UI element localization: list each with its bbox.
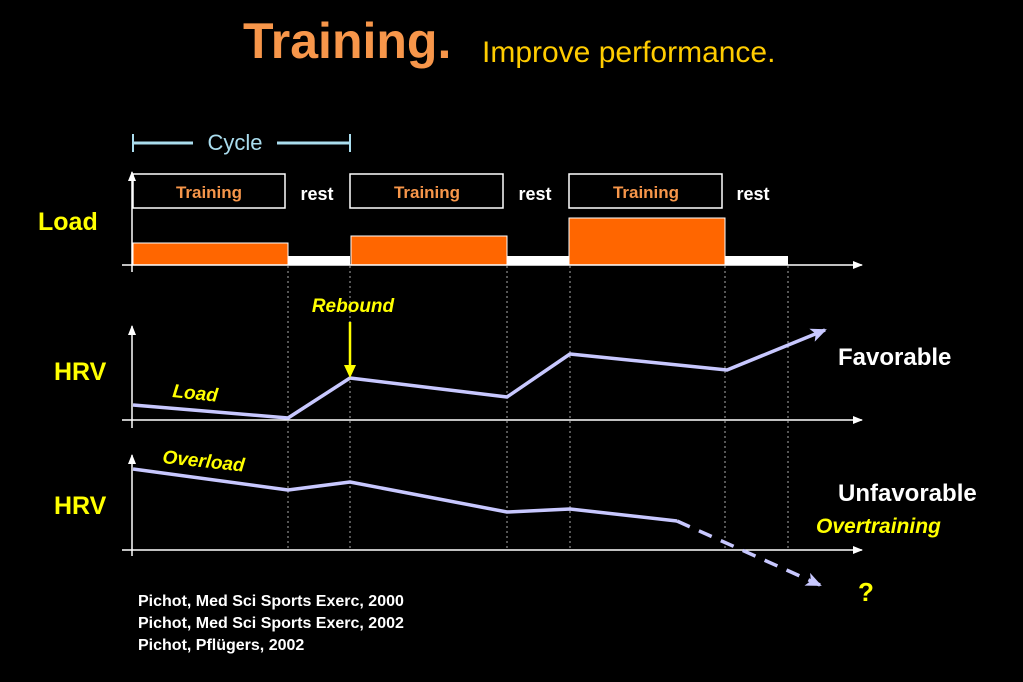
rebound-label: Rebound <box>312 296 395 317</box>
reference-item: Pichot, Pflügers, 2002 <box>138 637 305 654</box>
hrv-unfavorable-axes <box>122 454 863 556</box>
training-label-box-3 <box>568 173 723 209</box>
phase-labels: Training rest Training rest Training res… <box>132 173 770 209</box>
load-axis-label: Load <box>38 208 98 236</box>
title-main: Training. <box>243 13 452 69</box>
rest-bar-2 <box>507 256 569 265</box>
reference-item: Pichot, Med Sci Sports Exerc, 2000 <box>138 593 404 610</box>
hrv-favorable-axis-label: HRV <box>54 358 107 386</box>
load-bars <box>132 217 788 266</box>
cycle-label: Cycle <box>207 130 262 155</box>
overtraining-label: Overtraining <box>816 515 941 538</box>
training-label-box-1 <box>132 173 286 209</box>
favorable-label: Favorable <box>838 344 952 371</box>
load-axes <box>122 171 863 272</box>
rest-bar-3 <box>725 256 788 265</box>
training-bar-1 <box>132 242 289 266</box>
hrv-favorable-series-label: Load <box>171 381 219 407</box>
training-label-3: Training <box>613 183 679 202</box>
training-bar-3 <box>568 217 726 266</box>
training-label-box-2 <box>349 173 504 209</box>
rest-label-1: rest <box>300 184 333 204</box>
hrv-unfavorable-axis-label: HRV <box>54 492 107 520</box>
cycle-marker: Cycle <box>132 130 351 155</box>
rebound-arrow-head <box>344 365 356 378</box>
hrv-unfavorable-projection <box>676 519 822 587</box>
training-label-1: Training <box>176 183 242 202</box>
unfavorable-label: Unfavorable <box>838 480 977 507</box>
hrv-unfavorable-line <box>132 467 678 523</box>
rest-label-3: rest <box>736 184 769 204</box>
rest-label-2: rest <box>518 184 551 204</box>
hrv-favorable-axes <box>122 325 863 428</box>
training-bar-2 <box>350 235 508 266</box>
rest-bar-1 <box>288 256 350 265</box>
phase-separators <box>287 266 789 550</box>
hrv-favorable-line <box>132 328 827 420</box>
title-subtitle: Improve performance. <box>482 36 776 69</box>
question-mark: ? <box>858 577 874 607</box>
references: Pichot, Med Sci Sports Exerc, 2000 Picho… <box>138 591 404 657</box>
hrv-unfavorable-series-label: Overload <box>161 447 246 477</box>
training-label-2: Training <box>394 183 460 202</box>
reference-item: Pichot, Med Sci Sports Exerc, 2002 <box>138 615 404 632</box>
rebound-arrow <box>344 322 356 378</box>
